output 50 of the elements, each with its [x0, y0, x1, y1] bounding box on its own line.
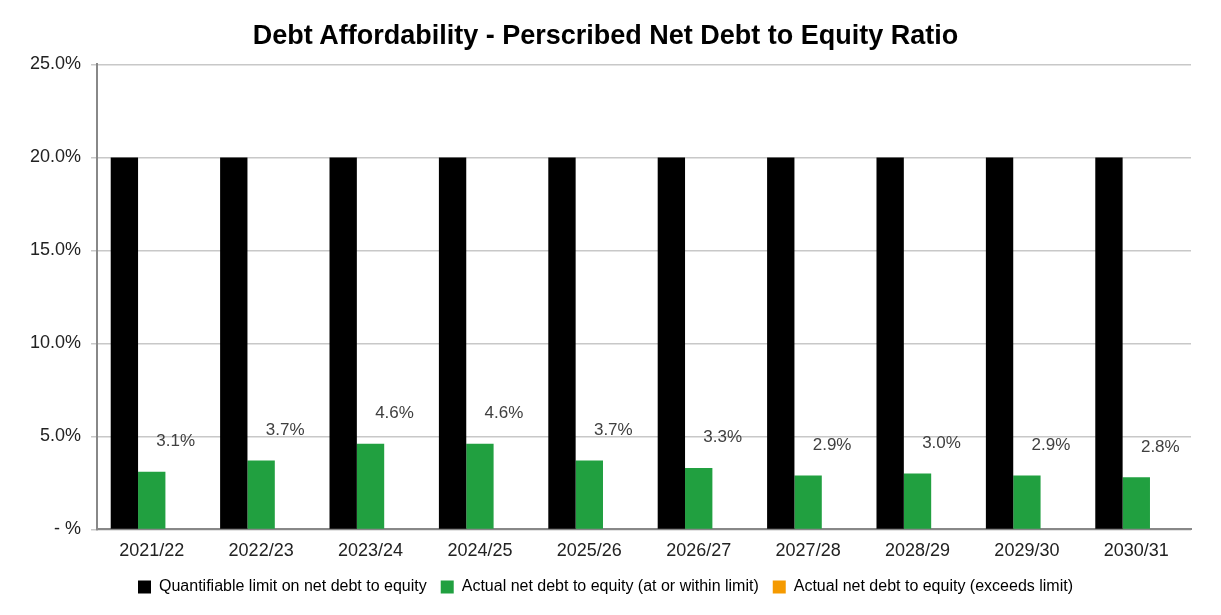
chart-title: Debt Affordability - Perscribed Net Debt to Equity Ratio: [252, 19, 959, 50]
bar: [110, 157, 139, 529]
bar: [794, 475, 822, 529]
data-label: 2.8%: [1140, 436, 1180, 456]
bar: [657, 157, 686, 529]
data-label: 4.6%: [484, 403, 524, 423]
data-label: 3.3%: [703, 427, 743, 447]
y-tick-label: 15.0%: [29, 239, 82, 260]
data-label: 2.9%: [1031, 434, 1071, 454]
data-label: 2.9%: [812, 434, 852, 454]
y-tick-label: 10.0%: [29, 332, 82, 353]
bar: [685, 468, 713, 529]
bar: [548, 157, 576, 529]
x-tick-label: 2028/29: [884, 540, 951, 561]
y-tick-label: 5.0%: [40, 425, 82, 446]
legend-label: Actual net debt to equity (exceeds limit): [793, 577, 1073, 595]
bar: [247, 460, 275, 529]
bar: [356, 443, 385, 529]
bar: [466, 443, 494, 529]
data-label: 4.6%: [375, 403, 414, 423]
x-tick-label: 2024/25: [447, 540, 513, 561]
legend-label: Quantifiable limit on net debt to equity: [159, 577, 427, 595]
x-tick-label: 2029/30: [994, 540, 1060, 561]
bar: [767, 157, 795, 529]
x-tick-label: 2022/23: [228, 540, 294, 561]
x-tick-label: 2027/28: [775, 540, 841, 561]
bar: [876, 157, 904, 529]
data-label: 3.0%: [922, 432, 961, 452]
x-tick-label: 2025/26: [556, 540, 622, 561]
x-tick-label: 2023/24: [337, 540, 404, 561]
data-label: 3.7%: [265, 419, 305, 439]
bar: [903, 473, 932, 529]
bar: [220, 157, 248, 529]
x-tick-label: 2026/27: [666, 540, 732, 561]
y-tick-label: 20.0%: [29, 146, 82, 167]
legend-label: Actual net debt to equity (at or within limit): [461, 577, 759, 595]
bar: [438, 157, 467, 529]
bar: [1095, 157, 1123, 529]
x-tick-label: 2030/31: [1103, 540, 1169, 561]
y-tick-label: - %: [54, 518, 82, 539]
bar: [138, 471, 166, 529]
data-label: 3.1%: [156, 430, 196, 450]
y-tick-label: 25.0%: [29, 53, 82, 74]
data-label: 3.7%: [593, 419, 633, 439]
bar: [575, 460, 603, 529]
bar: [1013, 475, 1041, 529]
x-tick-label: 2021/22: [119, 540, 185, 561]
bar: [329, 157, 357, 529]
bar: [1122, 477, 1150, 529]
bar: [985, 157, 1014, 529]
